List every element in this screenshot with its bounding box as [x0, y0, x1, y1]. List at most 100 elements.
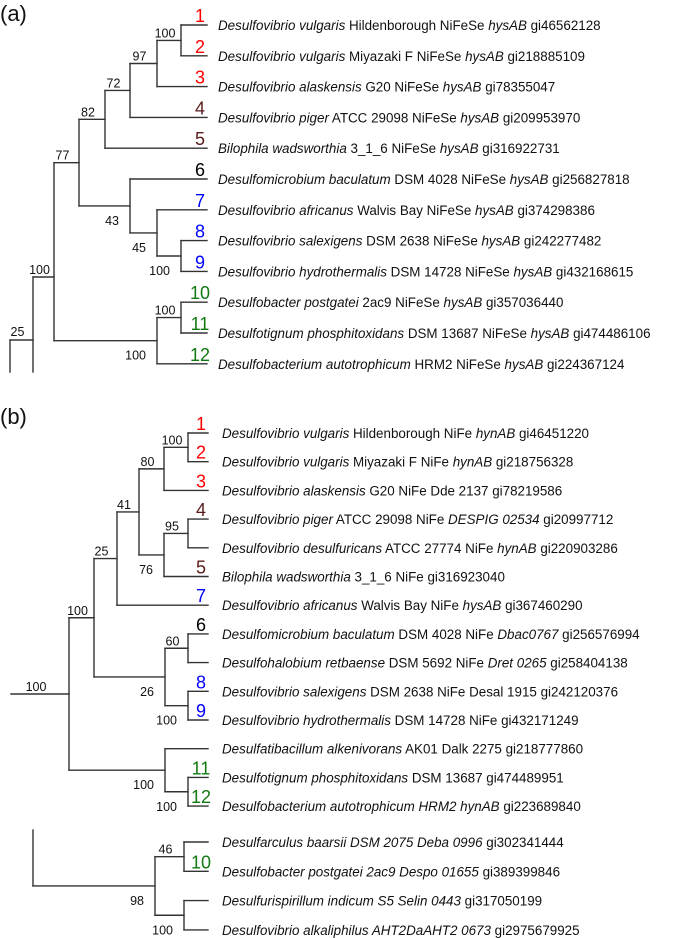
clade-number-tag: 1 [195, 6, 205, 26]
leaf-label-segment: hysAB [444, 295, 483, 310]
leaf-label-segment: Miyazaki F NiFeSe [345, 49, 465, 64]
leaf-label-segment: hysAB [510, 172, 549, 187]
bootstrap-value: 72 [107, 76, 121, 90]
leaf-label-segment: G20 NiFeSe [362, 80, 443, 95]
leaf-label: Desulfatibacillum alkenivorans AK01 Dalk… [222, 742, 583, 757]
leaf-label-segment: DSM 14728 NiFeSe [387, 264, 514, 279]
leaf-label-segment: Desulfobacter postgatei [218, 295, 360, 310]
leaf-label: Desulfovibrio africanus Walvis Bay NiFe … [222, 598, 583, 613]
panel-b-tree: 100809576412560100261001001001004610098D… [10, 414, 640, 938]
leaf-label-segment: DESPIG 02534 [448, 512, 540, 527]
leaf-label: Desulfovibrio salexigens DSM 2638 NiFeSe… [218, 234, 601, 249]
leaf-label: Desulfomicrobium baculatum DSM 4028 NiFe… [218, 172, 630, 187]
leaf-label: Desulfobacter postgatei 2ac9 Despo 01655… [222, 864, 560, 879]
leaf-label: Desulfovibrio hydrothermalis DSM 14728 N… [222, 713, 579, 728]
leaf-label: Desulfovibrio vulgaris Hildenborough NiF… [222, 426, 589, 441]
leaf-label: Desulfovibrio alaskensis G20 NiFeSe hysA… [218, 80, 555, 95]
clade-number-tag: 1 [196, 414, 206, 434]
clade-number-tag: 11 [191, 314, 210, 334]
leaf-label: Desulfovibrio alaskensis G20 NiFe Dde 21… [222, 483, 562, 498]
leaf-label: Desulfovibrio piger ATCC 29098 NiFeSe hy… [218, 110, 580, 125]
leaf-label-segment: Desulfobacterium autotrophicum [218, 357, 411, 372]
leaf-label-segment: ATCC 27774 NiFe [382, 541, 497, 556]
leaf-label-segment: Desulfovibrio salexigens [218, 234, 363, 249]
leaf-label-segment: hynAB [453, 455, 493, 470]
clade-number-tag: 12 [191, 787, 211, 807]
leaf-label-segment: hysAB [440, 141, 479, 156]
bootstrap-value: 95 [165, 519, 179, 533]
bootstrap-value: 26 [140, 685, 154, 699]
bootstrap-value: 100 [125, 349, 146, 363]
bootstrap-value: 100 [26, 680, 47, 694]
leaf-label: Desulfovibrio desulfuricans ATCC 27774 N… [222, 541, 618, 556]
bootstrap-value: 100 [156, 800, 177, 814]
clade-number-tag: 8 [196, 672, 206, 692]
bootstrap-value: 100 [155, 26, 176, 40]
clade-number-tag: 9 [196, 701, 206, 721]
bootstrap-value: 41 [117, 498, 131, 512]
leaf-label: Desulfovibrio salexigens DSM 2638 NiFe D… [222, 684, 618, 699]
leaf-label-segment: G20 NiFe Dde 2137 gi78219586 [366, 483, 563, 498]
bootstrap-value: 100 [162, 433, 183, 447]
leaf-label: Bilophila wadsworthia 3_1_6 NiFeSe hysAB… [218, 141, 560, 156]
leaf-label-segment: gi374298386 [514, 203, 595, 218]
leaf-label-segment: Desulfarculus baarsii DSM 2075 Deba 0996 [222, 835, 483, 850]
leaf-label-segment: gi224367124 [543, 357, 625, 372]
leaf-label-segment: gi302341444 [483, 835, 565, 850]
leaf-label-segment: Desulfovibrio alaskensis [222, 483, 366, 498]
leaf-label: Desulfurispirillum indicum S5 Selin 0443… [222, 894, 542, 909]
leaf-label-segment: Desulfovibrio africanus [222, 598, 358, 613]
leaf-label-segment: gi2975679925 [491, 923, 580, 938]
bootstrap-value: 43 [105, 214, 119, 228]
bootstrap-value: 45 [132, 241, 146, 255]
leaf-label-segment: hysAB [443, 80, 482, 95]
leaf-label-segment: DSM 4028 NiFeSe [391, 172, 510, 187]
leaf-label-segment: Desulfobacterium autotrophicum HRM2 hynA… [222, 799, 500, 814]
clade-number-tag: 6 [196, 615, 206, 635]
bootstrap-value: 100 [133, 778, 154, 792]
leaf-label: Desulfarculus baarsii DSM 2075 Deba 0996… [222, 835, 564, 850]
leaf-label-segment: gi432168615 [552, 264, 633, 279]
leaf-label-segment: 2ac9 NiFeSe [359, 295, 444, 310]
clade-number-tag: 5 [195, 129, 205, 149]
leaf-label-segment: hysAB [513, 264, 552, 279]
leaf-label-segment: DSM 14728 NiFe gi432171249 [391, 713, 579, 728]
leaf-label-segment: gi258404138 [547, 656, 628, 671]
leaf-label-segment: Desulfovibrio hydrothermalis [222, 713, 391, 728]
leaf-label-segment: Desulfovibrio alaskensis [218, 80, 362, 95]
leaf-label-segment: Desulfobacter postgatei 2ac9 Despo 01655 [222, 864, 479, 879]
leaf-label-segment: Desulfovibrio desulfuricans [222, 541, 382, 556]
leaf-label: Desulfobacterium autotrophicum HRM2 NiFe… [218, 357, 625, 372]
leaf-label-segment: gi256576994 [558, 627, 640, 642]
leaf-label-segment: gi20997712 [540, 512, 614, 527]
leaf-label-segment: Hildenborough NiFeSe [345, 18, 488, 33]
leaf-label: Desulfovibrio vulgaris Hildenborough NiF… [218, 18, 601, 33]
bootstrap-value: 25 [95, 545, 109, 559]
bootstrap-value: 100 [155, 304, 176, 318]
bootstrap-value: 100 [67, 604, 88, 618]
leaf-label-segment: gi317050199 [461, 894, 542, 909]
bootstrap-value: 25 [11, 325, 25, 339]
bootstrap-value: 100 [152, 923, 173, 937]
clade-number-tag: 5 [196, 558, 206, 578]
clade-number-tag: 12 [190, 345, 210, 365]
leaf-label-segment: DSM 2638 NiFe Desal 1915 gi242120376 [366, 684, 618, 699]
leaf-label-segment: HRM2 NiFeSe [411, 357, 505, 372]
leaf-label-segment: Desulfotignum phosphitoxidans [222, 770, 408, 785]
clade-number-tag: 2 [195, 37, 205, 57]
leaf-label-segment: hysAB [531, 326, 570, 341]
bootstrap-value: 77 [56, 149, 70, 163]
leaf-label-segment: Desulfovibrio vulgaris [218, 49, 346, 64]
panel-a-label: (a) [0, 1, 27, 26]
panel-a-tree: 100977282100454377100100100Desulfovibrio… [9, 6, 651, 373]
clade-number-tag: 9 [195, 252, 205, 272]
clade-number-tag: 7 [196, 586, 206, 606]
leaf-label-segment: gi367460290 [501, 598, 582, 613]
clade-number-tag: 10 [190, 283, 210, 303]
leaf-label-segment: hysAB [481, 234, 520, 249]
leaf-label-segment: hysAB [505, 357, 544, 372]
leaf-label-segment: AK01 Dalk 2275 gi218777860 [402, 742, 583, 757]
leaf-label-segment: gi209953970 [499, 110, 580, 125]
leaf-label-segment: Desulfatibacillum alkenivorans [222, 742, 402, 757]
leaf-label-segment: Desulfovibrio vulgaris [222, 455, 350, 470]
